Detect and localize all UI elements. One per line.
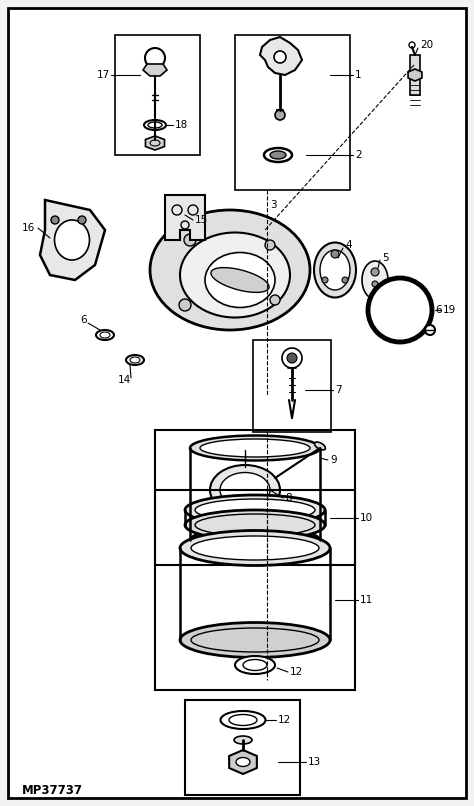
Ellipse shape — [185, 510, 325, 540]
Text: 15: 15 — [195, 215, 208, 225]
Polygon shape — [143, 64, 167, 76]
Polygon shape — [165, 195, 205, 240]
Circle shape — [331, 250, 339, 258]
Polygon shape — [146, 136, 164, 150]
Polygon shape — [229, 750, 257, 774]
Text: 11: 11 — [360, 595, 373, 605]
Ellipse shape — [180, 622, 330, 658]
Text: 6: 6 — [80, 315, 87, 325]
Ellipse shape — [190, 435, 320, 460]
Text: MP37737: MP37737 — [22, 783, 83, 796]
Text: 20: 20 — [420, 40, 433, 50]
Bar — [185, 700, 300, 795]
Ellipse shape — [210, 465, 280, 515]
Polygon shape — [260, 37, 302, 75]
Polygon shape — [40, 200, 105, 280]
Text: 12: 12 — [290, 667, 303, 677]
Text: 9: 9 — [330, 455, 337, 465]
Text: 3: 3 — [270, 200, 277, 210]
Ellipse shape — [144, 120, 166, 130]
Ellipse shape — [220, 472, 270, 508]
Ellipse shape — [200, 439, 310, 457]
Text: 12: 12 — [278, 715, 291, 725]
Circle shape — [145, 48, 165, 68]
Ellipse shape — [205, 252, 275, 308]
Circle shape — [372, 281, 378, 287]
Ellipse shape — [190, 527, 320, 552]
Ellipse shape — [220, 711, 265, 729]
Text: 17: 17 — [97, 70, 110, 80]
Ellipse shape — [270, 151, 286, 159]
Text: 6: 6 — [435, 305, 442, 315]
Text: 5: 5 — [382, 253, 389, 263]
Text: 2: 2 — [355, 150, 362, 160]
Text: 10: 10 — [360, 513, 373, 523]
Ellipse shape — [55, 220, 90, 260]
Circle shape — [372, 291, 378, 297]
Circle shape — [282, 348, 302, 368]
Ellipse shape — [150, 210, 310, 330]
Text: 4: 4 — [345, 240, 352, 250]
Ellipse shape — [362, 261, 388, 299]
Circle shape — [265, 240, 275, 250]
Ellipse shape — [96, 330, 114, 340]
Circle shape — [287, 353, 297, 363]
Bar — [115, 35, 200, 155]
Polygon shape — [408, 69, 422, 81]
Circle shape — [368, 278, 432, 342]
Ellipse shape — [314, 243, 356, 297]
Bar — [253, 340, 331, 432]
Circle shape — [274, 51, 286, 63]
Text: 7: 7 — [335, 385, 342, 395]
Ellipse shape — [191, 536, 319, 560]
Circle shape — [78, 216, 86, 224]
Circle shape — [322, 277, 328, 283]
Ellipse shape — [180, 530, 330, 566]
Ellipse shape — [180, 232, 290, 318]
Circle shape — [342, 277, 348, 283]
Ellipse shape — [236, 758, 250, 767]
Ellipse shape — [195, 499, 315, 521]
Circle shape — [371, 268, 379, 276]
Ellipse shape — [234, 736, 252, 744]
Text: 1: 1 — [355, 70, 362, 80]
Bar — [410, 55, 420, 95]
Ellipse shape — [235, 656, 275, 674]
Circle shape — [270, 295, 280, 305]
Text: 18: 18 — [175, 120, 188, 130]
Text: 14: 14 — [118, 375, 131, 385]
Circle shape — [275, 110, 285, 120]
Circle shape — [179, 299, 191, 311]
Text: 19: 19 — [443, 305, 456, 315]
Ellipse shape — [315, 442, 326, 450]
Text: 13: 13 — [308, 757, 321, 767]
Bar — [235, 35, 350, 190]
Bar — [155, 490, 355, 690]
Ellipse shape — [126, 355, 144, 365]
Ellipse shape — [211, 268, 269, 293]
Circle shape — [51, 216, 59, 224]
Text: 8: 8 — [285, 493, 292, 503]
Text: 16: 16 — [22, 223, 35, 233]
Circle shape — [425, 325, 435, 335]
Circle shape — [184, 234, 196, 246]
Ellipse shape — [320, 250, 350, 290]
Ellipse shape — [185, 495, 325, 525]
Ellipse shape — [264, 148, 292, 162]
Bar — [155, 430, 355, 565]
